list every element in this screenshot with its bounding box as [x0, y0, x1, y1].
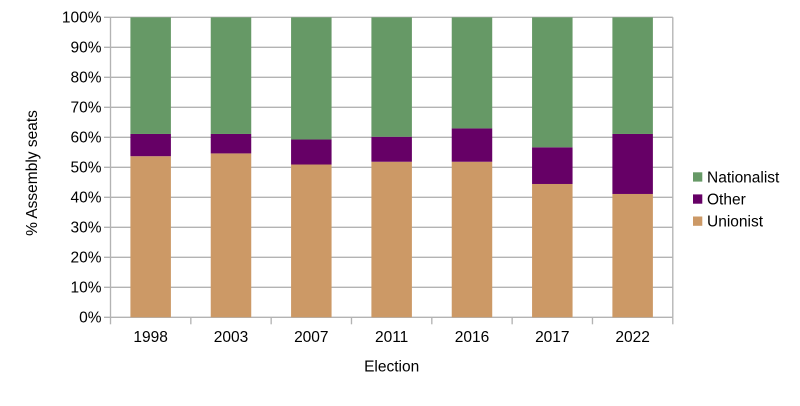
svg-text:70%: 70%	[70, 100, 101, 117]
svg-text:Election: Election	[364, 359, 419, 376]
svg-text:20%: 20%	[70, 250, 101, 267]
svg-text:50%: 50%	[70, 160, 101, 177]
svg-text:% Assembly seats: % Assembly seats	[24, 110, 41, 236]
svg-text:Unionist: Unionist	[707, 214, 764, 231]
svg-text:1998: 1998	[133, 329, 167, 346]
svg-text:40%: 40%	[70, 190, 101, 207]
svg-text:90%: 90%	[70, 40, 101, 57]
svg-text:80%: 80%	[70, 70, 101, 87]
svg-text:Other: Other	[707, 191, 746, 208]
svg-text:2003: 2003	[214, 329, 248, 346]
svg-text:2017: 2017	[535, 329, 569, 346]
svg-text:100%: 100%	[62, 10, 102, 27]
svg-text:10%: 10%	[70, 280, 101, 297]
svg-text:Nationalist: Nationalist	[707, 169, 780, 186]
svg-text:2007: 2007	[294, 329, 328, 346]
svg-text:30%: 30%	[70, 220, 101, 237]
svg-text:2011: 2011	[375, 329, 408, 346]
svg-text:2016: 2016	[455, 329, 489, 346]
svg-text:2022: 2022	[615, 329, 649, 346]
svg-text:0%: 0%	[79, 310, 102, 327]
svg-text:60%: 60%	[70, 130, 101, 147]
